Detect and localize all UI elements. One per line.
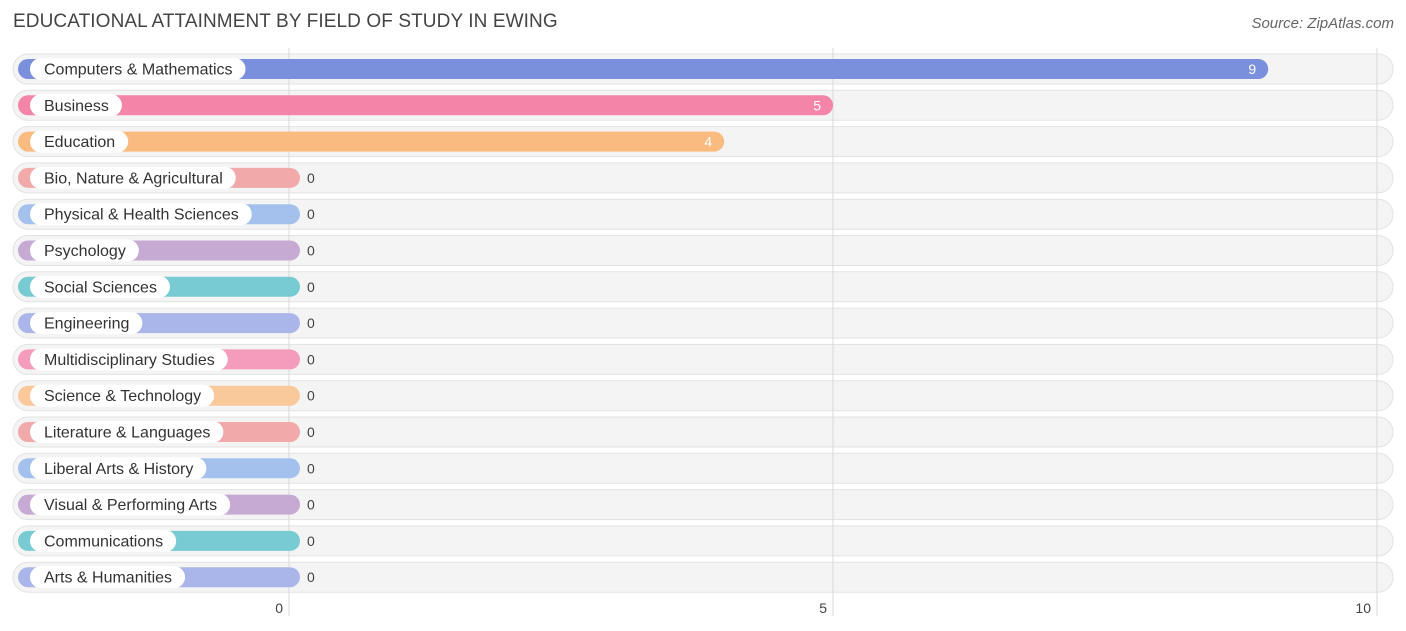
label-pill-business [30,94,122,117]
bar-business [18,95,833,116]
value-label: 0 [307,351,315,367]
label-pill-social-sciences [30,275,170,298]
category-label: Multidisciplinary Studies [44,352,215,369]
label-pill-communications [30,529,177,552]
value-label: 5 [813,97,821,113]
row-bg-communications [12,525,1394,557]
label-pill-computers-and-mathematics [30,58,246,80]
value-label: 0 [307,206,315,222]
value-label: 0 [307,279,315,295]
label-pill-engineering [30,312,143,335]
value-label: 0 [307,315,315,331]
value-label: 0 [307,569,315,585]
category-label: Liberal Arts & History [44,461,193,478]
value-label: 0 [307,533,315,549]
label-pill-bio-nature-and-agricultural [30,166,236,189]
label-pill-physical-and-health-sciences [30,203,252,226]
row-bg-physical-and-health-sciences [12,198,1394,230]
label-pill-visual-and-performing-arts [30,493,231,516]
label-pill-arts-and-humanities [30,566,186,589]
category-label: Visual & Performing Arts [44,497,217,514]
row-bg-psychology [12,235,1394,266]
row-bg-social-sciences [12,271,1394,303]
label-pill-education [30,130,129,153]
row-bg-engineering [12,307,1394,339]
label-pill-literature-and-languages [30,421,224,443]
category-label: Physical & Health Sciences [44,207,239,224]
x-tick-label: 5 [819,600,827,616]
chart-bars: Computers & Mathematics 9 Business 5 Educati… [18,58,1269,589]
category-label: Psychology [44,243,126,260]
x-tick-label: 10 [1355,600,1371,616]
row-bg-bio-nature-and-agricultural [12,162,1394,194]
value-label: 4 [704,134,712,150]
category-label: Literature & Languages [44,425,210,442]
label-pill-liberal-arts-and-history [30,457,207,480]
category-label: Education [44,134,115,151]
label-pill-multidisciplinary-studies [30,348,228,371]
category-label: Social Sciences [44,279,157,296]
value-label: 0 [307,170,315,186]
value-label: 0 [307,460,315,476]
label-pill-psychology [30,239,139,262]
chart-title: EDUCATIONAL ATTAINMENT BY FIELD OF STUDY… [13,11,558,32]
row-bg-science-and-technology [12,380,1394,412]
value-label: 0 [307,424,315,440]
bar-computers-and-mathematics [18,59,1269,79]
bar-education [18,131,725,152]
row-bg-literature-and-languages [12,416,1394,448]
row-bg-arts-and-humanities [12,561,1394,593]
row-bg-visual-and-performing-arts [12,489,1394,521]
x-tick-label: 0 [275,600,283,616]
chart-rows [12,53,1394,593]
category-label: Business [44,98,109,115]
value-label: 0 [307,388,315,404]
value-label: 0 [307,497,315,513]
row-bg-liberal-arts-and-history [12,452,1394,484]
label-pill-science-and-technology [30,384,215,407]
value-label: 9 [1248,61,1256,77]
category-label: Arts & Humanities [44,570,172,587]
category-label: Engineering [44,316,129,333]
chart-x-axis: 0 5 10 [275,600,1371,616]
chart-source: Source: ZipAtlas.com [1251,15,1394,32]
category-label: Bio, Nature & Agricultural [44,170,223,187]
value-label: 0 [307,243,315,259]
category-label: Computers & Mathematics [44,62,233,79]
row-bg-multidisciplinary-studies [12,343,1394,375]
category-label: Science & Technology [44,388,201,405]
category-label: Communications [44,533,163,550]
